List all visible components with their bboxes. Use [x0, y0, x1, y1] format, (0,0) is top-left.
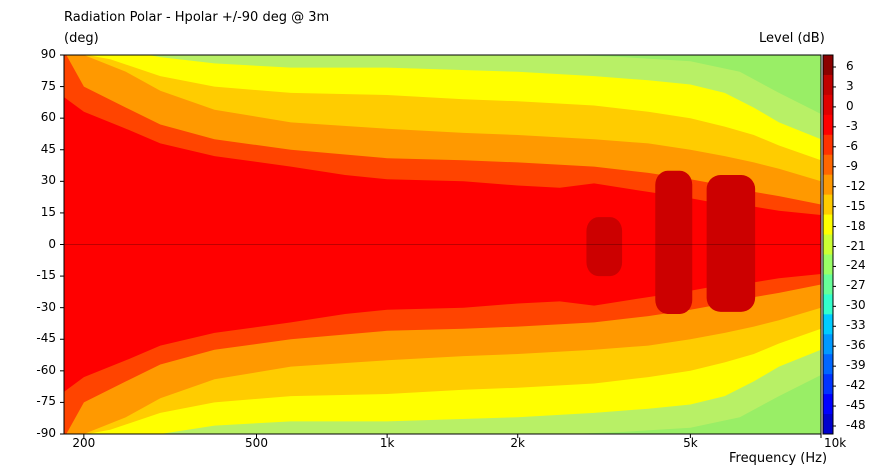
colorbar-swatch	[823, 354, 833, 375]
y-axis-label: (deg)	[64, 31, 99, 46]
x-tick-label: 500	[245, 436, 268, 450]
colorbar-swatch	[823, 114, 833, 136]
colorbar-tick-label: -21	[846, 238, 866, 253]
tick-layer	[60, 54, 822, 438]
y-tick-label: -30	[36, 299, 56, 314]
colorbar-tick-label: -42	[846, 378, 866, 393]
colorbar-swatch	[823, 394, 833, 415]
colorbar-swatch	[823, 414, 833, 435]
x-axis-label: Frequency (Hz)	[729, 451, 828, 466]
colorbar-tick-label: -33	[846, 318, 866, 333]
y-tick-label: -75	[36, 394, 56, 409]
colorbar-tick-label: 0	[846, 98, 854, 113]
colorbar-tick-label: -12	[846, 178, 866, 193]
colorbar-tick-label: 3	[846, 78, 854, 93]
colorbar-tick-label: -27	[846, 278, 866, 293]
x-tick-label: 200	[72, 436, 96, 450]
colorbar-tick-label: -9	[846, 158, 858, 173]
colorbar-tick-label: 6	[846, 59, 854, 73]
y-tick-label: 60	[40, 110, 56, 125]
y-tick-label: 30	[40, 173, 56, 188]
colorbar-tick-label: -24	[846, 258, 866, 273]
colorbar-tick-label: -18	[846, 218, 866, 233]
colorbar-swatch	[823, 74, 833, 96]
colorbar-tick-label: -30	[846, 298, 866, 313]
y-tick-label: -60	[36, 362, 56, 377]
peak-region-2	[655, 170, 693, 314]
y-tick-label: -90	[36, 426, 56, 440]
y-tick-label: -15	[36, 268, 56, 283]
colorbar-tick-label: -39	[846, 358, 866, 373]
colorbar-swatch	[823, 274, 833, 295]
colorbar-swatch	[823, 174, 833, 196]
peak-region-3	[706, 175, 756, 312]
colorbar-label: Level (dB)	[759, 31, 825, 46]
colorbar-swatch	[823, 194, 833, 216]
colorbar-swatch	[823, 214, 833, 236]
x-tick-label: 10k	[824, 436, 847, 450]
chart-title: Radiation Polar - Hpolar +/-90 deg @ 3m	[64, 10, 330, 25]
colorbar-swatch	[823, 134, 833, 156]
contour-band-3db	[64, 97, 821, 392]
colorbar-swatch	[823, 294, 833, 315]
colorbar-swatch	[823, 94, 833, 116]
y-tick-label: 45	[40, 141, 56, 156]
colorbar-tick-label: -6	[846, 138, 858, 153]
peak-region-1	[586, 217, 623, 277]
x-tick-label: 1k	[379, 436, 395, 450]
y-tick-label: 15	[40, 204, 56, 219]
y-tick-label: 0	[48, 236, 56, 251]
colorbar-tick-label: -45	[846, 398, 866, 413]
x-tick-label: 2k	[510, 436, 526, 450]
colorbar-swatch	[823, 55, 833, 76]
y-tick-label: -45	[36, 331, 56, 346]
colorbar-swatch	[823, 154, 833, 176]
y-tick-label: 75	[40, 78, 56, 93]
colorbar-swatch	[823, 334, 833, 355]
x-tick-label: 5k	[683, 436, 698, 450]
colorbar-tick-label: -48	[846, 418, 866, 432]
colorbar-swatch	[823, 314, 833, 335]
colorbar-swatch	[823, 254, 833, 275]
colorbar-tick-label: -15	[846, 198, 866, 213]
colorbar-tick-label: -3	[846, 118, 858, 133]
colorbar-tick-label: -36	[846, 338, 866, 353]
colorbar-swatch	[823, 374, 833, 395]
colorbar-swatch	[823, 234, 833, 255]
colorbar-frame	[822, 54, 834, 435]
contour-layer	[64, 55, 821, 434]
y-tick-label: 90	[40, 47, 56, 61]
colorbar	[822, 54, 836, 435]
